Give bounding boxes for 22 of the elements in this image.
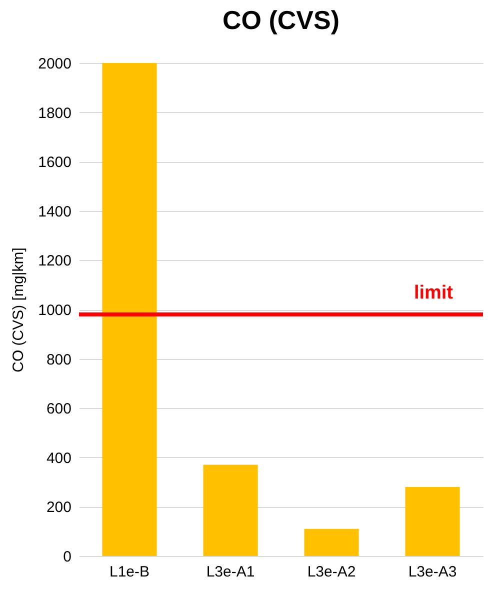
y-tick-label: 1400 (38, 203, 72, 220)
x-tick-label: L1e-B (109, 564, 150, 580)
y-tick-label: 1800 (38, 104, 72, 122)
bar (102, 63, 157, 556)
bar (304, 528, 359, 556)
y-tick-label: 400 (46, 450, 72, 467)
y-tick-label: 800 (46, 351, 72, 368)
x-tick-label: L3e-A3 (408, 564, 457, 580)
chart-title: CO (CVS) (222, 5, 340, 35)
y-tick-label: 600 (46, 400, 72, 418)
bar (203, 464, 258, 556)
x-tick-label: L3e-A2 (307, 564, 356, 580)
y-tick-label: 200 (46, 499, 72, 516)
y-tick-label: 1200 (38, 252, 72, 270)
x-tick-label: L3e-A1 (206, 564, 255, 580)
ref-line-label: limit (414, 282, 454, 304)
y-tick-label: 2000 (38, 56, 72, 72)
bar (405, 486, 460, 556)
y-axis-title: CO (CVS) [mg|km] (10, 248, 28, 372)
y-tick-label: 0 (63, 548, 72, 566)
y-tick-label: 1000 (38, 302, 72, 319)
y-tick-label: 1600 (38, 154, 72, 172)
